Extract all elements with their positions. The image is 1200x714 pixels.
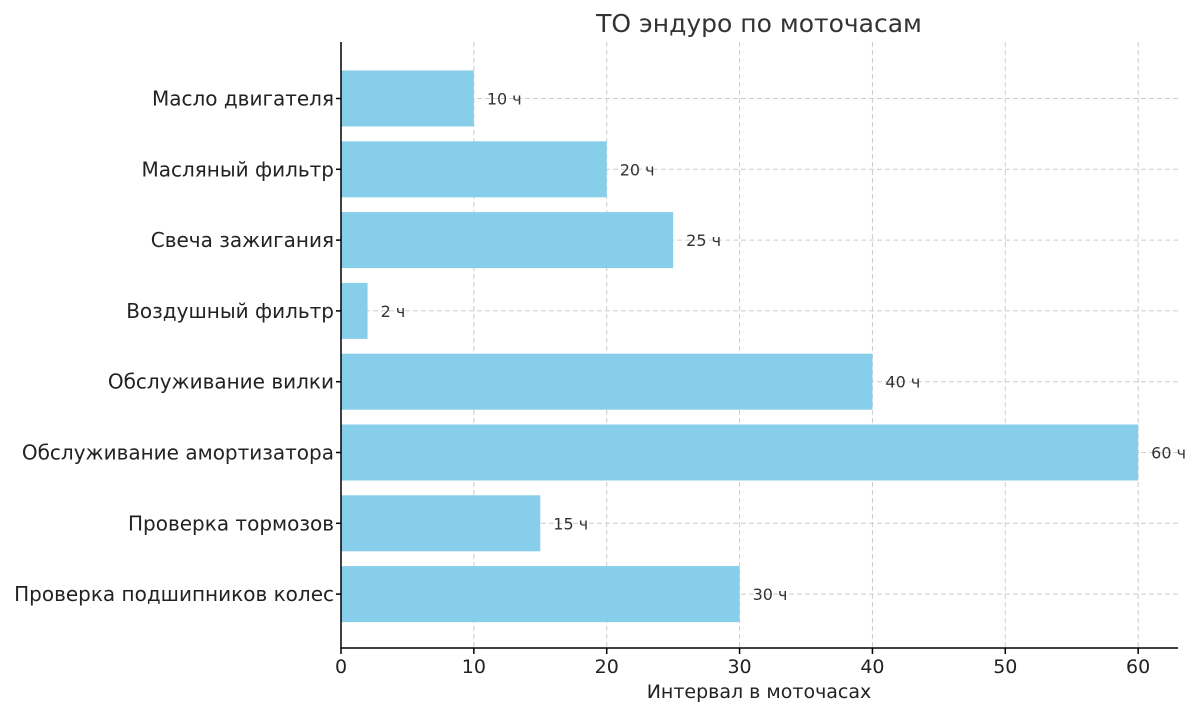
x-tick-label: 40 [860, 656, 884, 678]
chart-title: ТО эндуро по моточасам [595, 9, 922, 38]
bar-layer: 10 ч 20 ч 25 ч 2 ч 40 ч 60 ч 15 ч 30 ч [341, 70, 1186, 623]
data-label: 10 ч [487, 90, 522, 109]
x-tick-label: 50 [993, 656, 1017, 678]
category-label: Воздушный фильтр [126, 299, 334, 323]
x-axis-label: Интервал в моточасах [647, 681, 872, 703]
data-label: 15 ч [553, 514, 588, 533]
category-label: Проверка подшипников колес [14, 582, 334, 606]
axis-layer: Масло двигателя Масляный фильтр Свеча зажи… [14, 42, 1178, 678]
bar [341, 495, 541, 552]
bar [341, 424, 1139, 481]
category-label: Обслуживание вилки [108, 370, 334, 394]
bar [341, 282, 368, 339]
x-tick-label: 30 [727, 656, 751, 678]
data-label: 20 ч [620, 160, 655, 179]
bar [341, 70, 474, 127]
x-tick-label: 60 [1126, 656, 1150, 678]
category-label: Проверка тормозов [128, 511, 334, 535]
category-label: Обслуживание амортизатора [22, 441, 334, 465]
x-tick-label: 20 [595, 656, 619, 678]
data-label: 2 ч [381, 302, 406, 321]
data-label: 30 ч [753, 585, 788, 604]
data-label: 60 ч [1151, 444, 1186, 463]
x-tick-label: 10 [462, 656, 486, 678]
grid-layer [341, 42, 1178, 648]
data-label: 40 ч [885, 373, 920, 392]
category-label: Масло двигателя [152, 87, 334, 111]
data-label: 25 ч [686, 231, 721, 250]
x-tick-label: 0 [335, 656, 347, 678]
category-label: Свеча зажигания [151, 228, 334, 252]
bar [341, 566, 740, 623]
bar [341, 212, 674, 269]
bar [341, 353, 873, 410]
category-label: Масляный фильтр [141, 157, 334, 181]
bar [341, 141, 607, 198]
